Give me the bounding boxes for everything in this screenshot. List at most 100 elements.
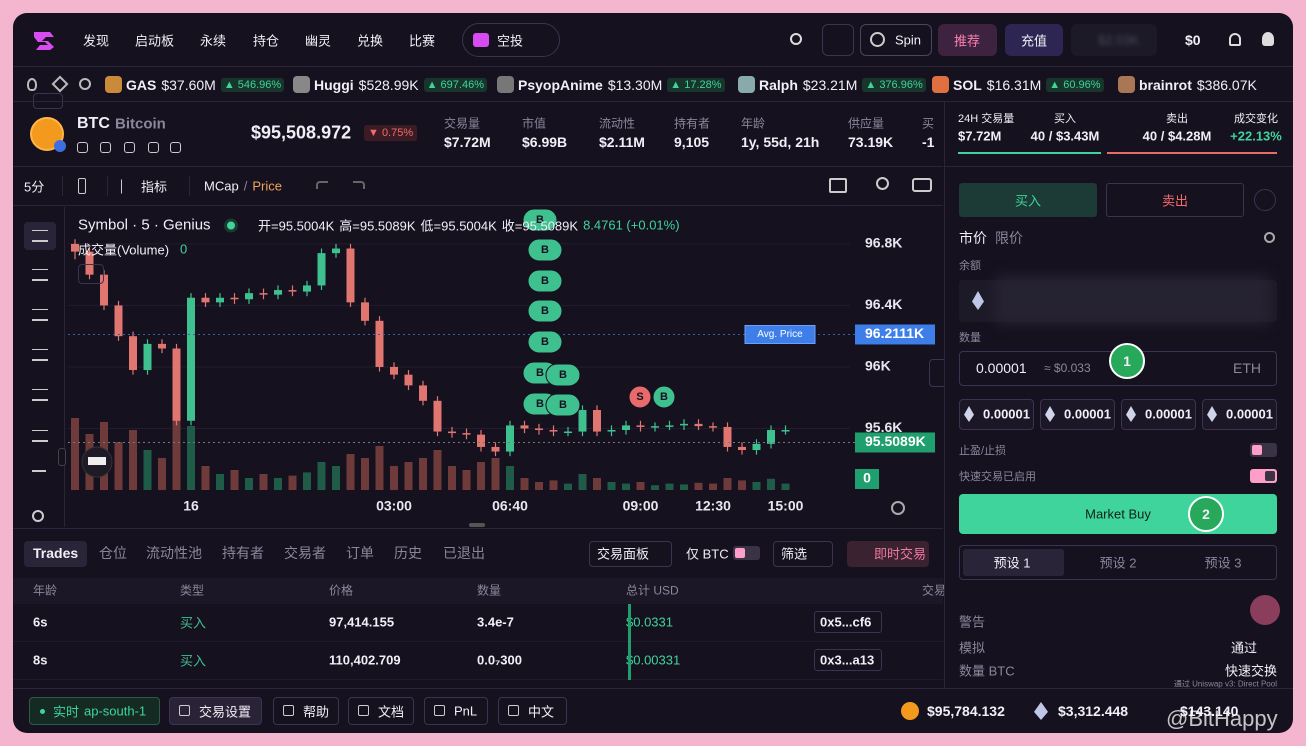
bottom-tab[interactable]: 流动性池	[146, 545, 202, 561]
column-header[interactable]: 类型	[180, 583, 205, 598]
redo-icon[interactable]	[353, 181, 365, 189]
panel-button[interactable]	[589, 541, 672, 567]
interval-button[interactable]: 5分	[24, 179, 45, 195]
table-cell: $0.00331	[626, 652, 681, 668]
footer-button[interactable]	[169, 697, 262, 725]
volume-bar	[259, 474, 268, 490]
fullscreen-icon[interactable]	[829, 178, 847, 193]
nav-item[interactable]: 持仓	[253, 33, 280, 49]
amount-btc-label: 数量 BTC	[959, 663, 1015, 679]
volume-bar	[622, 483, 630, 490]
tool-icon	[32, 230, 48, 242]
preset-tab[interactable]: 预设 2	[1099, 555, 1137, 571]
social-icon[interactable]	[148, 142, 159, 153]
tools-collapse[interactable]	[58, 448, 66, 466]
user-icon[interactable]	[1262, 32, 1274, 46]
column-header[interactable]: 总计 USD	[626, 583, 679, 598]
ticker-name: PsyopAnime	[518, 77, 603, 93]
spin-button[interactable]	[860, 24, 932, 56]
column-header[interactable]: 数量	[477, 583, 502, 598]
footer-button[interactable]	[348, 697, 414, 725]
bottom-tab[interactable]: 历史	[394, 545, 422, 561]
bottom-tab[interactable]: 持有者	[222, 545, 264, 561]
drawing-tool[interactable]	[24, 222, 56, 250]
airdrop-label: 空投	[497, 33, 524, 49]
simulation-value: 通过	[1230, 640, 1257, 656]
trader-box[interactable]	[814, 649, 882, 671]
preset-tab[interactable]: 预设 3	[1204, 555, 1242, 571]
trade-marker	[522, 208, 558, 232]
airdrop-button[interactable]	[462, 23, 560, 57]
footer-button[interactable]	[273, 697, 339, 725]
buy-underline	[958, 152, 1101, 154]
deposit-button[interactable]	[1005, 24, 1063, 56]
sell-underline	[1107, 152, 1277, 154]
nav-item[interactable]: 兑换	[357, 33, 384, 49]
amount-value: 0.00001	[976, 360, 1027, 376]
filter-button[interactable]	[773, 541, 833, 567]
trade-marker-label: B	[536, 367, 544, 379]
bottom-tab[interactable]: 订单	[346, 545, 374, 561]
sell-tab[interactable]	[1106, 183, 1244, 217]
stat-value: 9,105	[674, 134, 710, 150]
volume-bar	[404, 462, 413, 490]
social-icon[interactable]	[77, 142, 88, 153]
bottom-tab[interactable]: 仓位	[99, 545, 127, 561]
volume-label: 0	[863, 470, 871, 486]
ticker-item: PsyopAnime $13.30M ▲ 17.28%	[518, 77, 725, 93]
nav-item[interactable]: 比赛	[409, 33, 436, 49]
clipboard-button[interactable]	[822, 24, 854, 56]
bottom-tab[interactable]: 已退出	[443, 545, 485, 561]
candle-body	[607, 430, 616, 432]
undo-icon[interactable]	[316, 181, 328, 189]
ticker-name: Huggi	[314, 77, 354, 93]
footer-icon	[179, 705, 190, 716]
zoom-icon[interactable]	[876, 177, 889, 190]
trader-box[interactable]	[814, 611, 882, 633]
order-type[interactable]: 限价	[995, 230, 1023, 246]
ticker-item: SOL $16.31M ▲ 60.96%	[953, 77, 1104, 93]
social-icon[interactable]	[170, 142, 181, 153]
column-header[interactable]: 年龄	[33, 583, 58, 598]
volume-bar	[216, 474, 224, 490]
nav-item[interactable]: 启动板	[135, 33, 175, 49]
bell-icon[interactable]	[1229, 33, 1241, 46]
refresh-icon[interactable]	[1264, 232, 1275, 243]
social-icon[interactable]	[100, 142, 111, 153]
footer-button[interactable]	[424, 697, 488, 725]
market-buy-button[interactable]	[959, 494, 1277, 534]
footer-button-label: 交易设置	[199, 704, 252, 720]
recommend-label: 推荐	[953, 33, 981, 49]
nav-item[interactable]: 发现	[83, 33, 110, 49]
buy-tab[interactable]	[959, 183, 1097, 217]
social-icon[interactable]	[124, 142, 135, 153]
bottom-tab[interactable]: Trades	[33, 545, 79, 561]
trade-marker	[527, 299, 563, 323]
column-header[interactable]: 价格	[329, 583, 354, 598]
legend-collapse[interactable]	[78, 264, 104, 284]
more-button[interactable]	[1254, 189, 1276, 211]
ticker-value: $23.21M	[802, 77, 858, 93]
nav-item[interactable]: 幽灵	[305, 33, 332, 49]
change-value: +22.13%	[1230, 128, 1282, 144]
nav-item[interactable]: 永续	[200, 33, 227, 49]
recommend-button[interactable]	[938, 24, 997, 56]
order-type[interactable]: 市价	[959, 230, 987, 246]
x-tick-label: 16	[183, 498, 199, 514]
filter-label: 筛选	[781, 546, 808, 562]
tab-active[interactable]	[24, 541, 87, 567]
bottom-tab[interactable]: 交易者	[284, 545, 326, 561]
instant-button[interactable]	[847, 541, 929, 567]
volume-bar	[114, 442, 123, 490]
footer-button[interactable]	[498, 697, 567, 725]
preset-tab[interactable]: 预设 1	[993, 555, 1031, 571]
table-cell: $0.0331	[626, 614, 673, 630]
camera-icon[interactable]	[912, 178, 932, 192]
candle-type-icon[interactable]	[78, 178, 86, 194]
clock-icon	[79, 78, 91, 90]
preset-button[interactable]	[1040, 399, 1115, 430]
total-bar	[628, 604, 631, 680]
table-header-bg	[13, 578, 943, 604]
candle-body	[274, 290, 282, 295]
candle-body	[230, 297, 239, 300]
